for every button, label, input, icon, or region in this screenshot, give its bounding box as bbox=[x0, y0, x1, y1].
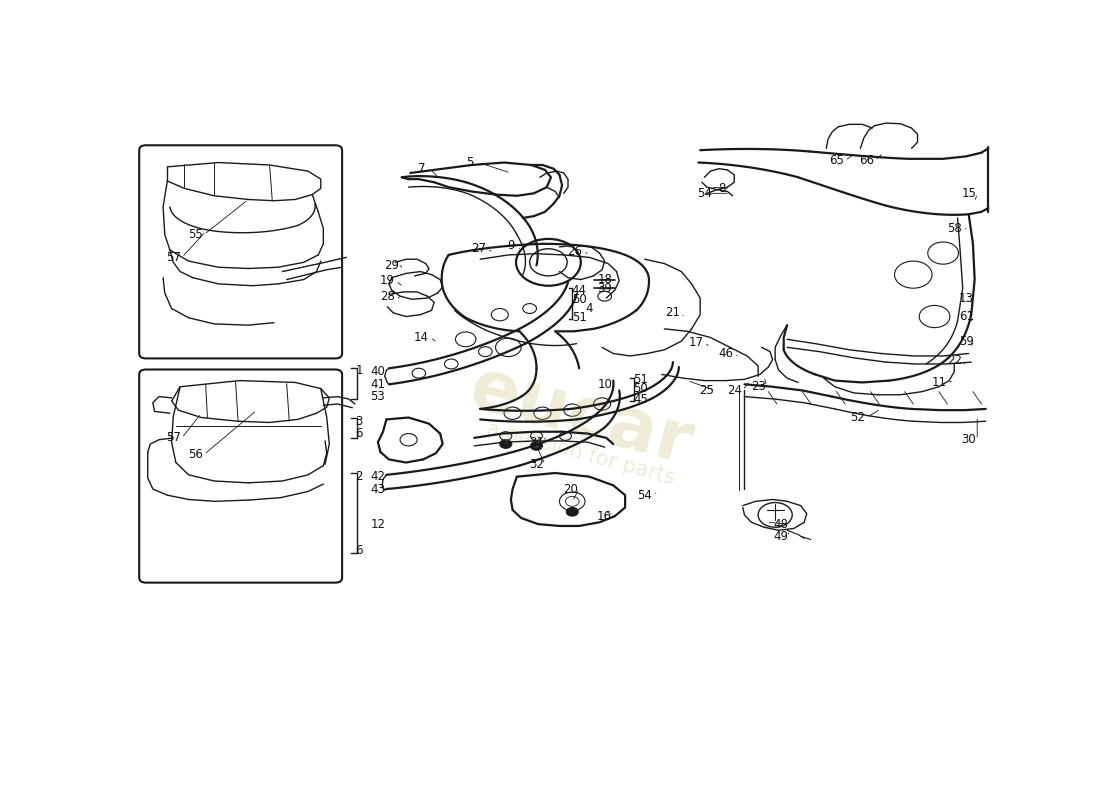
Text: 10: 10 bbox=[597, 378, 612, 390]
Text: 15: 15 bbox=[961, 187, 976, 200]
Text: 61: 61 bbox=[958, 310, 974, 323]
Text: 57: 57 bbox=[166, 251, 180, 264]
Text: 43: 43 bbox=[371, 482, 385, 495]
Text: 50: 50 bbox=[634, 382, 648, 395]
Text: 58: 58 bbox=[947, 222, 961, 235]
Text: 6: 6 bbox=[355, 544, 363, 557]
Text: 3: 3 bbox=[355, 414, 363, 428]
Text: 50: 50 bbox=[572, 293, 586, 306]
Text: 41: 41 bbox=[371, 378, 385, 390]
Text: 7: 7 bbox=[418, 162, 425, 175]
Text: 29: 29 bbox=[384, 259, 399, 272]
Text: 24: 24 bbox=[727, 384, 741, 397]
Text: 59: 59 bbox=[959, 334, 974, 348]
Text: 27: 27 bbox=[471, 242, 486, 255]
Text: 31: 31 bbox=[529, 436, 543, 449]
Text: 17: 17 bbox=[689, 336, 703, 349]
Text: 18: 18 bbox=[597, 273, 612, 286]
Text: 23: 23 bbox=[750, 380, 766, 394]
Text: 48: 48 bbox=[773, 518, 789, 530]
Text: a passion for parts: a passion for parts bbox=[484, 418, 678, 488]
Text: 22: 22 bbox=[947, 354, 961, 367]
Text: 14: 14 bbox=[414, 331, 429, 344]
FancyBboxPatch shape bbox=[140, 370, 342, 582]
Text: eucar: eucar bbox=[462, 354, 700, 479]
Text: 65: 65 bbox=[829, 154, 844, 167]
Text: 16: 16 bbox=[597, 510, 613, 522]
Text: 5: 5 bbox=[466, 156, 474, 169]
Text: 9: 9 bbox=[507, 239, 515, 252]
Text: 51: 51 bbox=[632, 373, 648, 386]
Text: 26: 26 bbox=[568, 245, 582, 258]
Text: 25: 25 bbox=[700, 384, 714, 397]
Text: 54: 54 bbox=[697, 187, 712, 200]
Text: 4: 4 bbox=[585, 302, 593, 315]
Text: 51: 51 bbox=[572, 311, 586, 324]
Text: 28: 28 bbox=[379, 290, 395, 302]
Text: 20: 20 bbox=[563, 482, 578, 495]
Text: 52: 52 bbox=[850, 411, 866, 424]
Circle shape bbox=[566, 507, 579, 516]
Text: 40: 40 bbox=[371, 366, 385, 378]
Text: 57: 57 bbox=[166, 431, 180, 444]
Text: 42: 42 bbox=[371, 470, 385, 483]
Text: 46: 46 bbox=[718, 347, 734, 360]
Text: 66: 66 bbox=[859, 154, 873, 167]
Text: 11: 11 bbox=[932, 376, 946, 389]
Text: 12: 12 bbox=[371, 518, 385, 530]
Text: 44: 44 bbox=[572, 283, 586, 297]
Text: 54: 54 bbox=[637, 489, 652, 502]
Text: 19: 19 bbox=[379, 274, 395, 287]
FancyBboxPatch shape bbox=[140, 146, 342, 358]
Text: 55: 55 bbox=[188, 228, 202, 241]
Text: 53: 53 bbox=[371, 390, 385, 403]
Circle shape bbox=[499, 440, 512, 448]
Text: 32: 32 bbox=[529, 458, 543, 471]
Text: 39: 39 bbox=[597, 282, 612, 295]
Text: 8: 8 bbox=[718, 182, 725, 195]
Text: 2: 2 bbox=[355, 470, 363, 483]
Text: 30: 30 bbox=[961, 434, 976, 446]
Text: 45: 45 bbox=[632, 393, 648, 406]
Text: 21: 21 bbox=[666, 306, 681, 319]
Text: 13: 13 bbox=[959, 291, 974, 305]
Text: 49: 49 bbox=[773, 530, 789, 543]
Text: 6: 6 bbox=[355, 427, 363, 440]
Text: 1: 1 bbox=[355, 364, 363, 377]
Circle shape bbox=[530, 442, 542, 450]
Text: 56: 56 bbox=[188, 448, 202, 461]
